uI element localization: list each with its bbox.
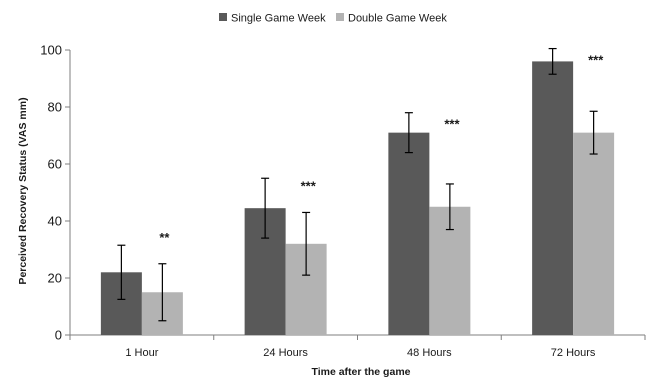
bar-double-3 [573, 132, 615, 335]
x-tick-label: 1 Hour [125, 347, 158, 359]
significance-label: *** [301, 178, 317, 193]
y-tick-label: 100 [40, 43, 62, 58]
legend-label: Single Game Week [231, 13, 326, 25]
y-tick-label: 40 [48, 214, 62, 229]
x-tick-label: 72 Hours [551, 347, 596, 359]
significance-label: *** [444, 117, 460, 132]
y-axis: 0 20 40 60 80 100 [40, 43, 71, 343]
significance-label: ** [159, 230, 170, 245]
bar-single-2 [388, 132, 430, 335]
legend-swatch [219, 13, 227, 21]
legend-swatch [336, 13, 344, 21]
error-bars [117, 47, 598, 322]
significance-label: *** [588, 53, 604, 68]
significance-annotations: *********** [159, 53, 604, 245]
legend-label: Double Game Week [348, 13, 447, 25]
x-axis-title: Time after the game [311, 366, 410, 377]
x-tick-label: 24 Hours [263, 347, 308, 359]
y-tick-label: 80 [48, 100, 62, 115]
bar-single-3 [532, 61, 574, 336]
x-tick-label: 48 Hours [407, 347, 452, 359]
y-axis-title: Perceived Recovery Status (VAS mm) [17, 97, 29, 284]
legend: Single Game Week Double Game Week [219, 13, 447, 25]
y-tick-label: 60 [48, 157, 62, 172]
x-axis: 1 Hour 24 Hours 48 Hours 72 Hours [69, 334, 646, 359]
y-tick-label: 0 [55, 328, 62, 343]
y-tick-label: 20 [48, 271, 62, 286]
bars [100, 61, 615, 336]
